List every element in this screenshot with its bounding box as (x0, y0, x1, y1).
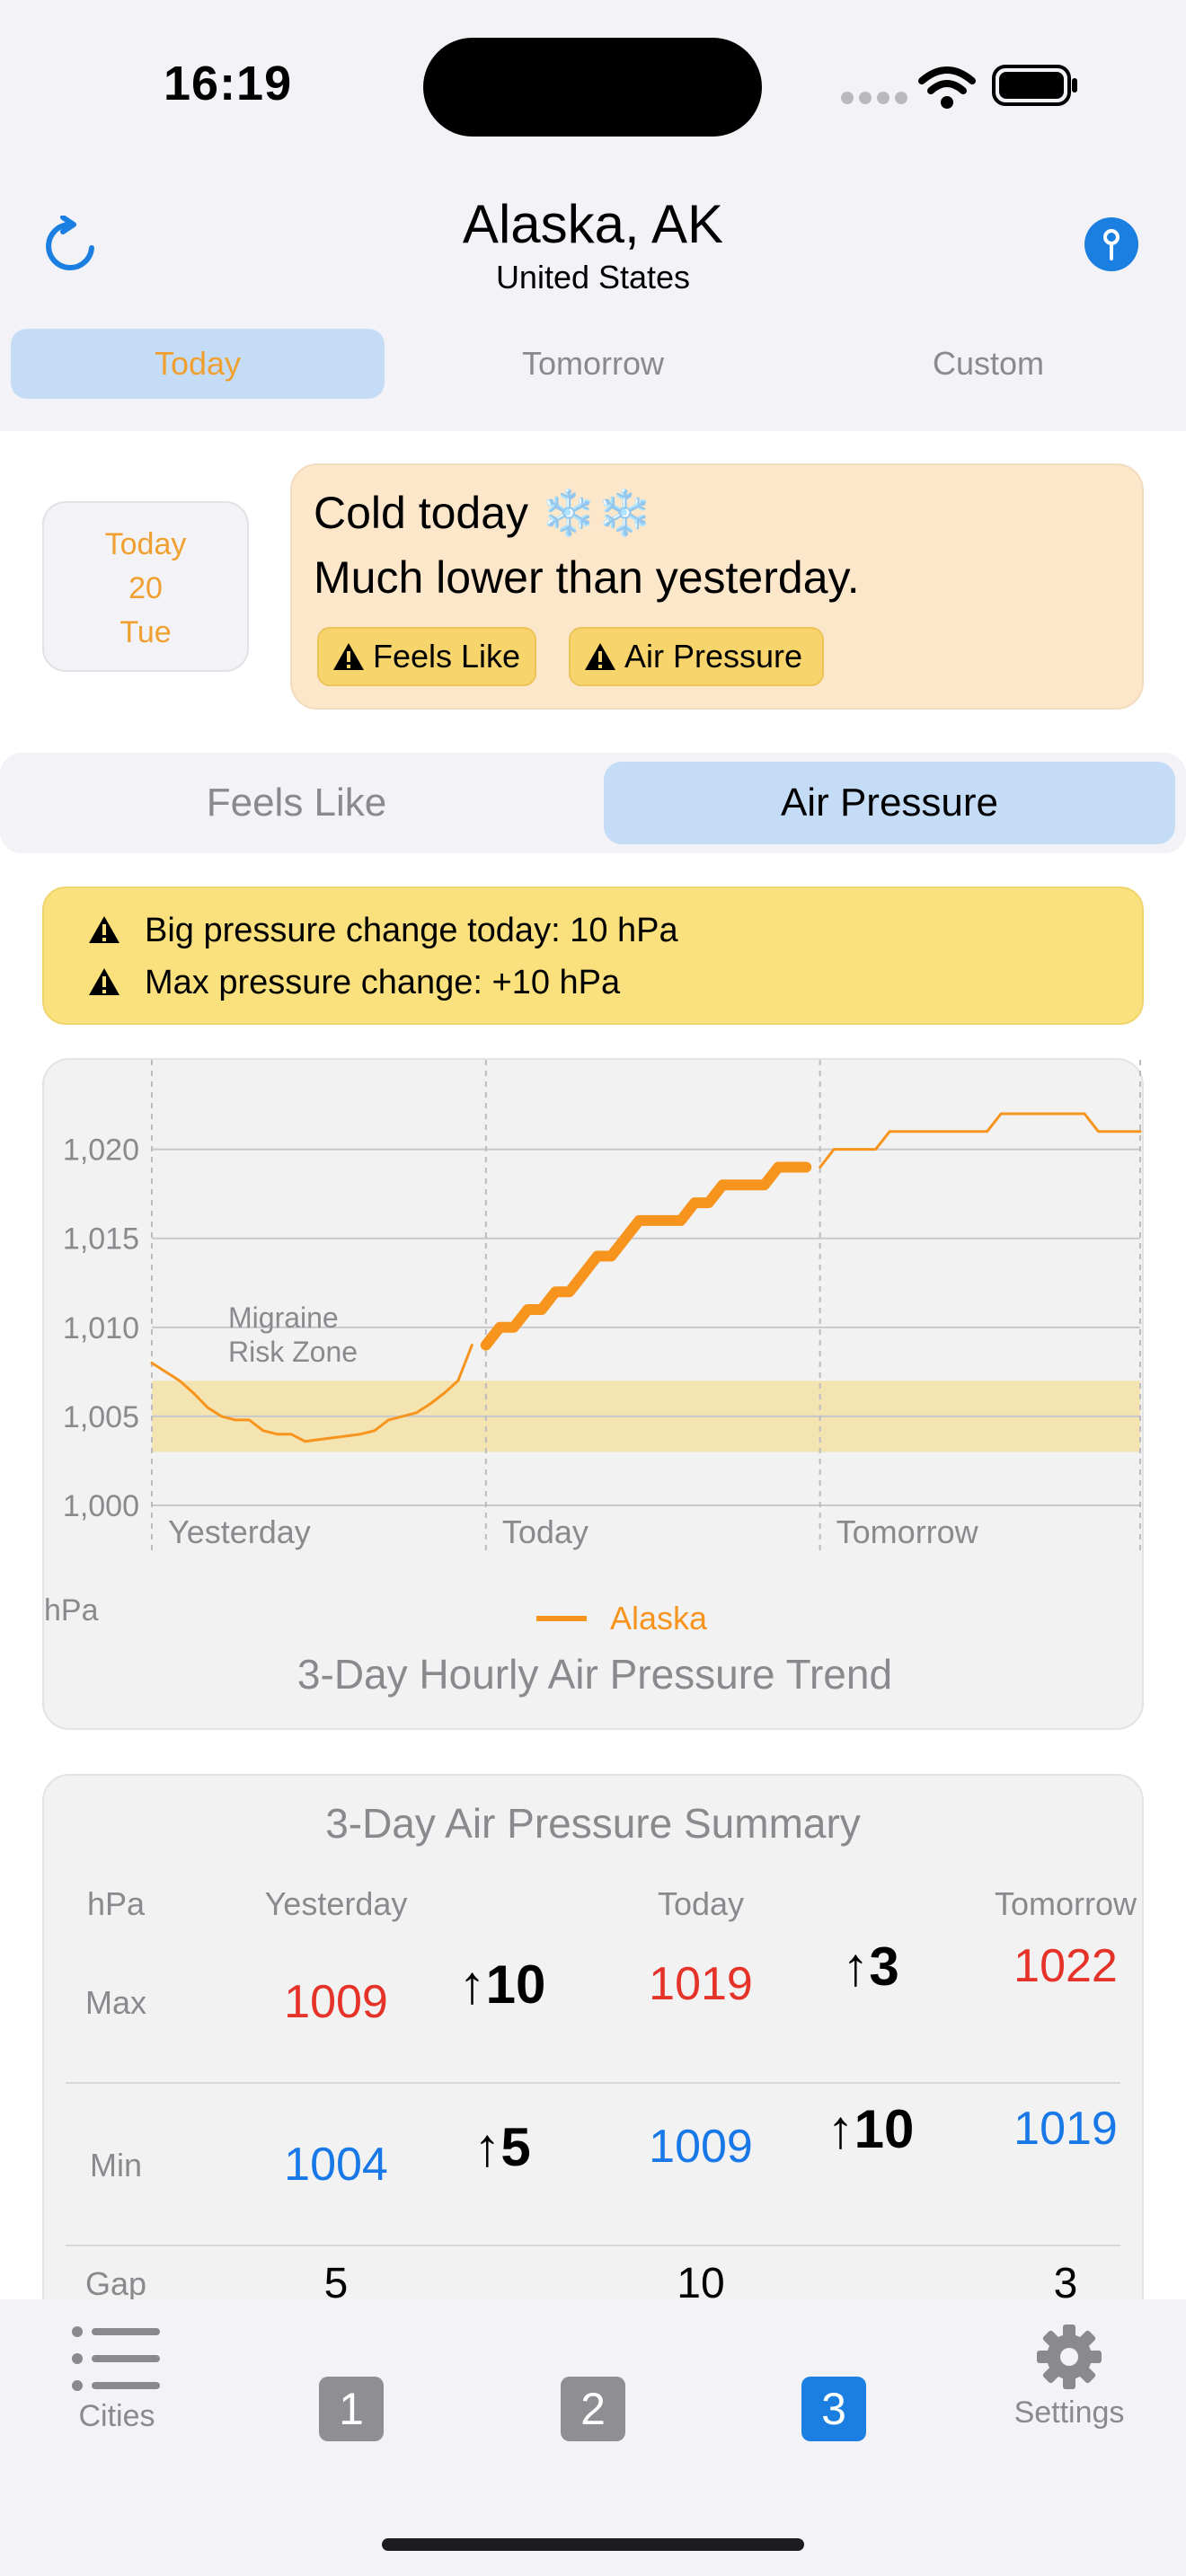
pressure-warning-box: Big pressure change today: 10 hPa Max pr… (42, 887, 1144, 1025)
status-time: 16:19 (164, 57, 293, 110)
tab-cities[interactable]: Cities (54, 2325, 180, 2434)
max-change-1: ↑10 (458, 1954, 546, 2015)
pressure-chart: 1,000 1,005 1,010 1,015 1,020 Yesterday Today T… (44, 1060, 1142, 1698)
tab-3[interactable]: 3 (801, 2377, 866, 2441)
tab-settings[interactable]: Settings (997, 2323, 1141, 2430)
min-tomorrow: 1019 (1013, 2103, 1118, 2155)
date-weekday: Tue (119, 615, 172, 649)
warning-text: Big pressure change today: 10 hPa (145, 912, 678, 949)
tab-cities-label: Cities (78, 2399, 155, 2433)
warning-icon (585, 643, 615, 670)
summary-divider (66, 2082, 1120, 2084)
bottom-tab-bar: Cities 1 2 3 Settings (0, 2299, 1186, 2576)
feels-like-chip[interactable]: Feels Like (317, 627, 536, 686)
tab-air-pressure[interactable]: Air Pressure (604, 762, 1175, 844)
col-yesterday: Yesterday (264, 1885, 408, 1922)
status-bar: 16:19 (0, 0, 1186, 171)
y-tick-label: 1,015 (63, 1222, 139, 1257)
home-indicator (382, 2538, 804, 2551)
min-today: 1009 (649, 2121, 753, 2173)
summary-title: 3-Day Air Pressure Summary (325, 1800, 861, 1847)
refresh-icon[interactable] (41, 216, 99, 275)
series-line-yesterday (150, 1344, 474, 1443)
summary-unit: hPa (86, 1885, 146, 1922)
min-change-2: ↑10 (827, 2099, 915, 2159)
zone-label: Risk Zone (228, 1336, 358, 1368)
y-tick-label: 1,020 (63, 1134, 139, 1168)
zone-label: Migraine (228, 1301, 339, 1334)
legend-label: Alaska (610, 1600, 708, 1636)
air-pressure-chip[interactable]: Air Pressure (569, 627, 824, 686)
x-day-label: Yesterday (168, 1513, 311, 1550)
tab-custom[interactable]: Custom (932, 345, 1045, 382)
y-tick-label: 1,010 (63, 1311, 139, 1345)
min-change-1: ↑5 (474, 2117, 531, 2177)
battery-icon (992, 65, 1077, 106)
warning-line: Max pressure change: +10 hPa (87, 964, 620, 1002)
summary-divider (66, 2245, 1120, 2246)
location-pin-icon[interactable] (1084, 217, 1138, 271)
chart-title: 3-Day Hourly Air Pressure Trend (297, 1651, 892, 1698)
y-axis-unit: hPa (44, 1593, 99, 1628)
min-yesterday: 1004 (284, 2139, 388, 2191)
max-yesterday: 1009 (284, 1976, 388, 2028)
pressure-chart-card: 1,000 1,005 1,010 1,015 1,020 Yesterday Today T… (42, 1058, 1144, 1730)
list-icon (72, 2326, 160, 2391)
series-line-today (480, 1161, 812, 1351)
tab-1[interactable]: 1 (319, 2377, 384, 2441)
gear-icon (1037, 2325, 1102, 2389)
wifi-icon (918, 66, 976, 109)
col-today: Today (657, 1885, 745, 1922)
row-label-max: Max (84, 1984, 146, 2021)
chip-label: Feels Like (373, 638, 521, 675)
nav-header (0, 171, 1186, 314)
location-title: Alaska, AK (462, 194, 724, 254)
date-day: 20 (128, 571, 163, 605)
date-box: Today 20 Tue (42, 501, 249, 672)
date-label: Today (104, 527, 187, 561)
y-tick-label: 1,000 (63, 1489, 139, 1523)
x-day-label: Tomorrow (836, 1513, 979, 1550)
chip-label: Air Pressure (624, 638, 803, 675)
tab-feels-like[interactable]: Feels Like (206, 781, 387, 825)
cellular-signal-icon (841, 92, 913, 109)
warning-icon (89, 916, 119, 943)
y-tick-label: 1,005 (63, 1400, 139, 1434)
tab-2[interactable]: 2 (561, 2377, 625, 2441)
max-change-2: ↑3 (842, 1936, 899, 1997)
dynamic-island (423, 38, 762, 137)
alert-headline: Cold today ❄️❄️ (314, 488, 653, 538)
tab-today[interactable]: Today (11, 329, 385, 399)
warning-icon (89, 968, 119, 995)
tab-tomorrow[interactable]: Tomorrow (521, 345, 665, 382)
series-line-tomorrow (819, 1112, 1142, 1169)
tab-settings-label: Settings (1013, 2395, 1125, 2430)
alert-detail: Much lower than yesterday. (314, 552, 860, 603)
warning-icon (333, 643, 364, 670)
warning-line: Big pressure change today: 10 hPa (87, 912, 678, 950)
row-label-min: Min (89, 2147, 142, 2183)
location-subtitle: United States (495, 259, 691, 296)
warning-text: Max pressure change: +10 hPa (145, 964, 621, 1001)
max-tomorrow: 1022 (1013, 1940, 1118, 1992)
x-day-label: Today (502, 1513, 589, 1550)
row-label-gap: Gap (84, 2265, 147, 2302)
summary-card: 3-Day Air Pressure Summary hPa Yesterday… (42, 1774, 1144, 2331)
weather-alert-card: Cold today ❄️❄️ Much lower than yesterda… (290, 463, 1144, 710)
max-today: 1019 (649, 1958, 753, 2010)
col-tomorrow: Tomorrow (994, 1885, 1137, 1922)
